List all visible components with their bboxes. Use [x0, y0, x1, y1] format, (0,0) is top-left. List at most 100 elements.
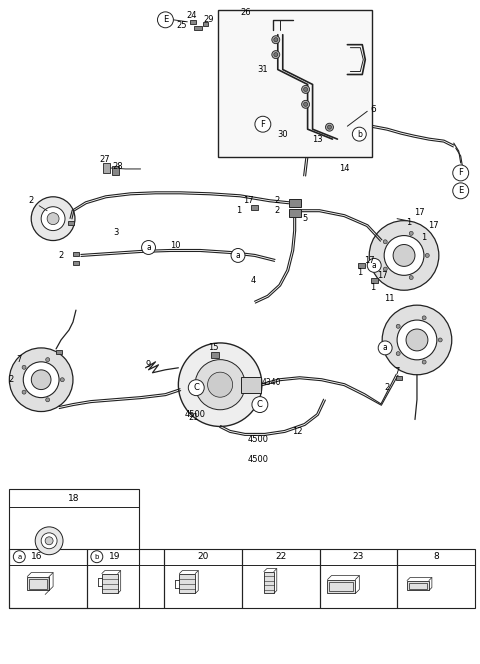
Text: C: C [193, 383, 199, 392]
Text: 2: 2 [274, 197, 279, 205]
Circle shape [23, 362, 59, 398]
Bar [218, 10, 372, 157]
Bar [190, 20, 196, 24]
Bar [180, 574, 195, 594]
Text: C: C [257, 400, 263, 409]
Circle shape [274, 52, 278, 56]
Text: a: a [146, 243, 151, 252]
Circle shape [383, 240, 387, 244]
Text: 17: 17 [377, 271, 387, 280]
Text: 26: 26 [240, 9, 251, 17]
Text: 3: 3 [113, 228, 119, 237]
Text: 1: 1 [357, 268, 362, 277]
Text: 1: 1 [370, 283, 375, 291]
Circle shape [396, 352, 400, 356]
Text: 2: 2 [384, 383, 390, 392]
Bar [409, 582, 427, 588]
Text: 25: 25 [176, 21, 187, 31]
Circle shape [252, 396, 268, 412]
Text: 2: 2 [274, 207, 279, 215]
Text: 10: 10 [170, 241, 180, 250]
Bar [103, 163, 110, 173]
Circle shape [231, 248, 245, 262]
Circle shape [438, 338, 442, 342]
Circle shape [142, 240, 156, 254]
Text: 12: 12 [292, 427, 303, 436]
Text: 13: 13 [312, 135, 323, 143]
Text: 17: 17 [243, 197, 253, 205]
Text: 17: 17 [429, 221, 439, 230]
Text: 17: 17 [414, 208, 424, 217]
Circle shape [397, 320, 437, 360]
Text: b: b [357, 129, 362, 139]
Bar [9, 489, 139, 608]
Circle shape [378, 341, 392, 355]
Text: 11: 11 [384, 293, 395, 303]
Circle shape [9, 348, 73, 412]
Bar [56, 350, 62, 354]
Circle shape [45, 537, 53, 544]
Bar [241, 376, 261, 392]
Circle shape [31, 197, 75, 240]
Circle shape [179, 343, 262, 426]
Text: 24: 24 [186, 11, 196, 21]
Bar [68, 220, 74, 224]
Text: 18: 18 [68, 493, 80, 503]
Text: 23: 23 [353, 552, 364, 561]
Bar [320, 548, 397, 608]
Circle shape [383, 267, 387, 271]
Text: 1: 1 [421, 233, 427, 242]
Text: F: F [458, 169, 463, 177]
Circle shape [325, 124, 334, 131]
Circle shape [41, 207, 65, 230]
Text: 15: 15 [208, 343, 218, 353]
Circle shape [188, 380, 204, 396]
Bar [288, 199, 300, 207]
Bar [27, 576, 49, 590]
Circle shape [274, 38, 278, 42]
Bar [397, 548, 475, 608]
Circle shape [60, 378, 64, 382]
Circle shape [272, 36, 280, 44]
Bar [329, 582, 353, 592]
Text: 2: 2 [9, 375, 14, 384]
Bar [358, 263, 365, 268]
Circle shape [301, 100, 310, 108]
Bar [242, 548, 320, 608]
Circle shape [22, 390, 26, 394]
Circle shape [301, 86, 310, 94]
Text: 27: 27 [99, 155, 110, 163]
Circle shape [46, 398, 49, 402]
Circle shape [453, 165, 468, 181]
Bar [203, 22, 208, 26]
Circle shape [367, 258, 381, 272]
Bar [102, 574, 118, 594]
Text: a: a [372, 261, 377, 270]
Circle shape [422, 316, 426, 320]
Text: 17: 17 [364, 256, 374, 265]
Text: 2: 2 [59, 251, 64, 260]
Text: 4500: 4500 [247, 455, 268, 463]
Circle shape [35, 527, 63, 554]
Text: 4340: 4340 [262, 378, 282, 387]
Circle shape [13, 550, 25, 562]
Bar [73, 262, 79, 266]
Text: 7: 7 [17, 355, 22, 365]
Text: E: E [163, 15, 168, 25]
Circle shape [352, 127, 366, 141]
Text: 1: 1 [407, 218, 412, 227]
Circle shape [425, 254, 429, 258]
Bar [112, 166, 119, 175]
Bar [29, 578, 47, 588]
Bar [396, 376, 402, 380]
Bar [327, 580, 355, 594]
Text: 29: 29 [203, 15, 214, 25]
Text: 21: 21 [188, 413, 199, 422]
Text: 22: 22 [275, 552, 287, 561]
Circle shape [207, 372, 233, 397]
Bar [288, 208, 300, 216]
Bar [407, 580, 429, 590]
Bar [194, 26, 202, 30]
Circle shape [91, 550, 103, 562]
Circle shape [327, 125, 332, 129]
